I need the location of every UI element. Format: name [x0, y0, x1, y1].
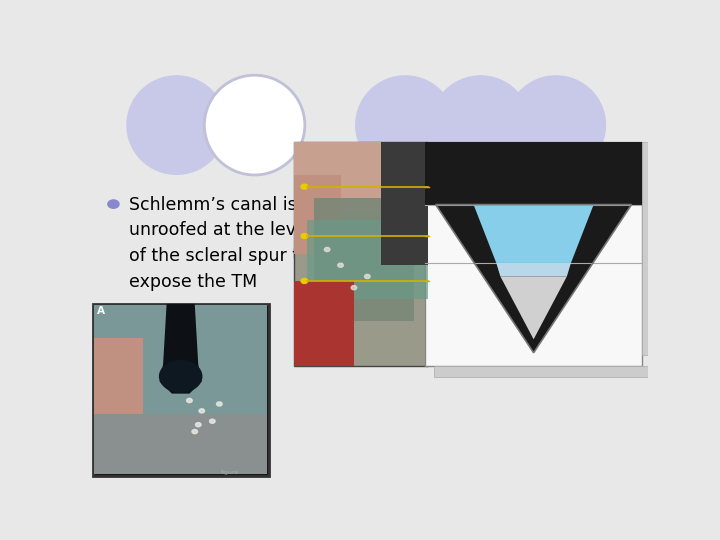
- Circle shape: [351, 286, 356, 290]
- Ellipse shape: [505, 75, 606, 175]
- Bar: [381, 141, 428, 265]
- Bar: [93, 304, 269, 476]
- Bar: [294, 281, 354, 366]
- Circle shape: [160, 361, 202, 392]
- Circle shape: [324, 247, 330, 252]
- Ellipse shape: [204, 75, 305, 175]
- Polygon shape: [500, 276, 567, 339]
- Circle shape: [192, 429, 197, 434]
- Text: Schlemm’s canal is
unroofed at the level
of the scleral spur to
expose the TM: Schlemm’s canal is unroofed at the level…: [129, 196, 312, 291]
- Bar: [433, 366, 658, 377]
- Bar: [307, 220, 428, 299]
- Bar: [425, 141, 642, 205]
- Polygon shape: [160, 304, 202, 394]
- Bar: [294, 141, 428, 214]
- Text: A: A: [96, 306, 104, 316]
- Polygon shape: [496, 263, 571, 276]
- Circle shape: [195, 423, 201, 427]
- Ellipse shape: [431, 75, 531, 175]
- Bar: [94, 414, 267, 474]
- Bar: [425, 141, 642, 366]
- Polygon shape: [436, 205, 631, 353]
- Circle shape: [186, 399, 192, 403]
- Circle shape: [364, 274, 370, 279]
- Bar: [94, 305, 267, 474]
- Polygon shape: [474, 205, 594, 263]
- Circle shape: [108, 200, 119, 208]
- Bar: [94, 339, 143, 442]
- Ellipse shape: [126, 75, 227, 175]
- Ellipse shape: [355, 75, 456, 175]
- Circle shape: [210, 419, 215, 423]
- Circle shape: [301, 184, 307, 189]
- Circle shape: [301, 233, 307, 239]
- Circle shape: [199, 409, 204, 413]
- Circle shape: [301, 279, 307, 284]
- Circle shape: [217, 402, 222, 406]
- Bar: [642, 141, 652, 355]
- Text: figure: figure: [221, 470, 239, 475]
- Bar: [294, 176, 341, 254]
- Circle shape: [338, 263, 343, 267]
- Bar: [314, 198, 414, 321]
- Bar: [294, 141, 428, 366]
